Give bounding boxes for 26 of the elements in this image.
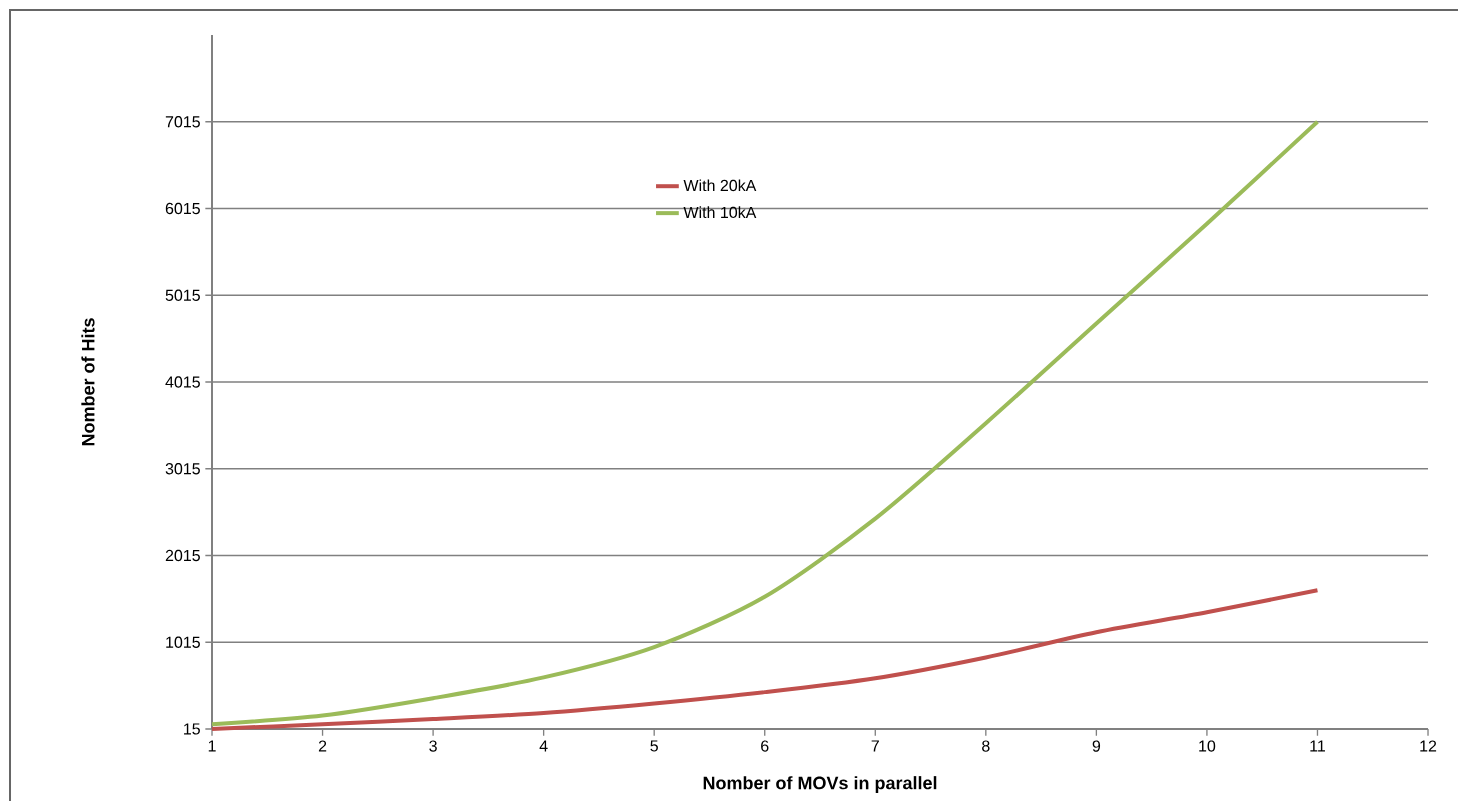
x-tick-label: 8 (982, 740, 990, 752)
legend-label: With 10kA (683, 206, 757, 219)
line-series (210, 588, 1320, 731)
x-tick-label: 5 (650, 740, 658, 752)
x-tick-label: 4 (539, 740, 548, 752)
y-tick-label: 3015 (165, 463, 200, 475)
x-tick-label: 12 (1420, 740, 1437, 752)
y-tick-label: 5015 (165, 289, 200, 301)
y-tick-label: 15 (184, 723, 200, 735)
x-tick-label: 1 (208, 740, 216, 752)
legend-label: With 20kA (683, 179, 757, 192)
x-tick-label: 11 (1310, 740, 1325, 752)
y-tick-label: 2015 (165, 549, 200, 562)
line-series (210, 119, 1320, 727)
x-axis-title: Nomber of MOVs in parallel (703, 776, 937, 793)
y-axis-title: Nomber of Hits (81, 318, 95, 446)
x-tick-label: 7 (871, 740, 879, 752)
x-tick-label: 9 (1092, 740, 1101, 752)
y-tick-label: 4015 (165, 376, 200, 388)
x-tick-label: 10 (1199, 740, 1216, 752)
y-tick-label: 7015 (165, 116, 200, 128)
y-tick-label: 1015 (166, 636, 200, 648)
x-tick-label: 2 (318, 740, 327, 752)
x-tick-label: 6 (761, 740, 769, 752)
x-tick-label: 3 (429, 740, 437, 752)
y-tick-label: 6015 (165, 202, 200, 215)
